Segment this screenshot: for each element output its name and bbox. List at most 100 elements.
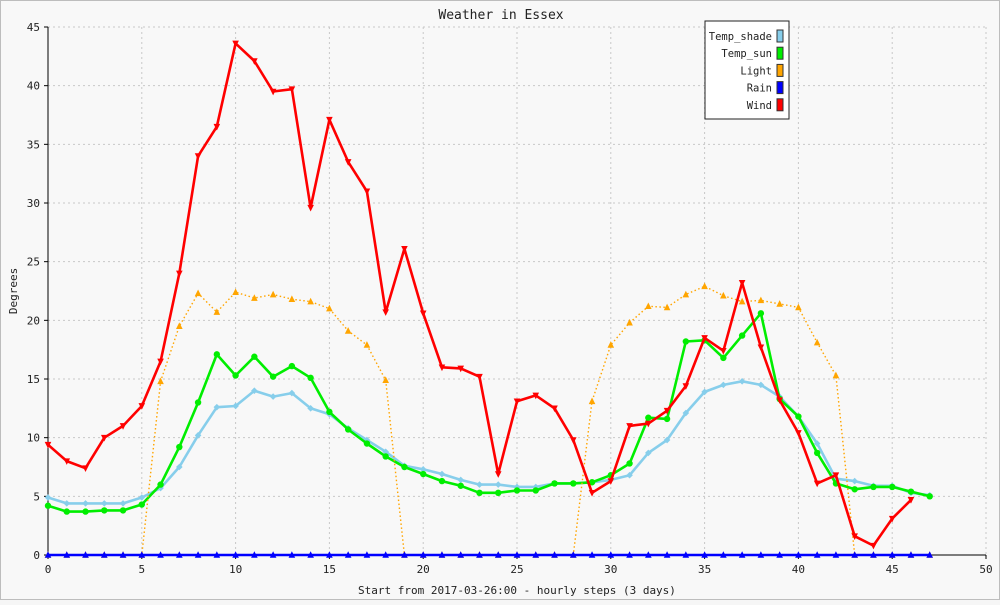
y-tick-label: 30 [27,197,40,210]
data-point-wind [251,58,258,65]
data-point-light [288,295,296,303]
data-point-temp-shade [494,481,502,488]
data-point-temp-sun [438,477,446,485]
data-point-light [682,290,690,298]
data-point-light [344,327,352,334]
data-point-wind [682,383,690,390]
data-point-temp-sun [813,449,821,457]
data-point-light [813,338,821,346]
data-point-rain [157,551,164,558]
data-point-temp-sun [532,487,539,494]
y-tick-label: 5 [33,490,40,503]
data-point-temp-shade [645,449,652,457]
legend-swatch [776,63,784,77]
data-point-rain [119,551,127,558]
data-point-light [251,294,258,301]
data-point-wind [832,472,840,480]
series-wind [44,40,915,550]
data-point-temp-sun [213,351,221,358]
legend-label: Wind [747,100,772,112]
data-point-temp-sun [757,310,765,317]
data-point-temp-shade [851,477,858,485]
data-point-light [607,341,615,348]
legend-label: Rain [747,83,772,95]
series-line-temp-shade [47,379,930,505]
data-point-rain [813,551,821,558]
data-point-light [738,297,746,305]
data-point-temp-shade [251,387,258,395]
data-point-wind [100,434,108,442]
data-point-rain [870,551,877,558]
data-point-rain [251,551,258,558]
data-point-wind [494,471,502,478]
data-point-temp-sun [476,489,483,497]
data-point-temp-shade [720,381,727,389]
data-point-rain [682,551,690,558]
data-point-rain [213,551,221,558]
y-tick-label: 20 [27,314,40,327]
data-point-temp-shade [176,463,183,471]
x-tick-label: 40 [792,563,805,576]
data-point-rain [513,551,521,558]
legend-box [704,20,790,120]
data-point-temp-shade [757,381,765,389]
data-point-wind [63,458,71,465]
data-point-light [326,304,333,312]
legend-label: Temp_sun [721,48,772,60]
data-point-wind [44,441,52,449]
data-point-wind [119,423,127,430]
data-point-wind [645,420,652,428]
data-point-wind [382,309,389,316]
x-tick-label: 20 [417,563,430,576]
x-tick-label: 0 [45,563,52,576]
data-point-rain [551,551,558,558]
data-point-rain [326,551,333,558]
series-line-temp-sun [47,311,931,513]
data-point-rain [382,551,389,558]
data-point-temp-sun [588,479,596,486]
data-point-wind [532,392,540,400]
data-point-light [382,376,389,383]
data-point-temp-sun [326,408,333,416]
data-point-temp-sun [63,508,70,515]
x-tick-label: 15 [323,563,336,576]
data-point-light [757,296,765,304]
data-point-temp-shade [82,500,89,507]
data-point-rain [832,551,840,558]
data-point-temp-shade [63,500,71,507]
data-point-wind [588,490,596,497]
data-point-wind [738,279,746,287]
data-point-temp-shade [100,500,108,507]
series-lines [44,40,934,558]
data-point-rain [626,551,633,558]
data-point-wind [720,348,727,355]
data-point-wind [569,437,577,444]
legend-swatch [776,46,784,60]
data-point-temp-shade [288,389,296,397]
y-tick-label: 40 [27,80,40,93]
data-point-rain [438,551,446,558]
data-point-wind [701,335,708,342]
data-point-temp-shade [813,440,821,447]
data-point-rain [232,551,239,558]
data-point-rain [401,551,408,558]
data-point-temp-shade [682,409,690,417]
data-point-rain [82,551,89,558]
y-tick-label: 35 [27,138,40,151]
data-point-temp-shade [532,483,540,491]
x-axis-label: Start from 2017-03-26:00 - hourly steps … [358,584,676,597]
x-tick-label: 10 [229,563,242,576]
data-point-rain [63,551,71,558]
data-point-temp-sun [495,489,502,497]
data-point-light [194,289,202,297]
data-point-rain [194,551,202,558]
data-point-rain [907,551,915,558]
data-point-temp-shade [44,494,52,501]
data-point-temp-shade [382,448,389,456]
data-point-temp-sun [795,413,802,420]
data-point-temp-shade [701,388,708,396]
y-tick-label: 15 [27,373,40,386]
data-point-temp-sun [870,483,877,491]
data-point-temp-sun [176,443,183,451]
